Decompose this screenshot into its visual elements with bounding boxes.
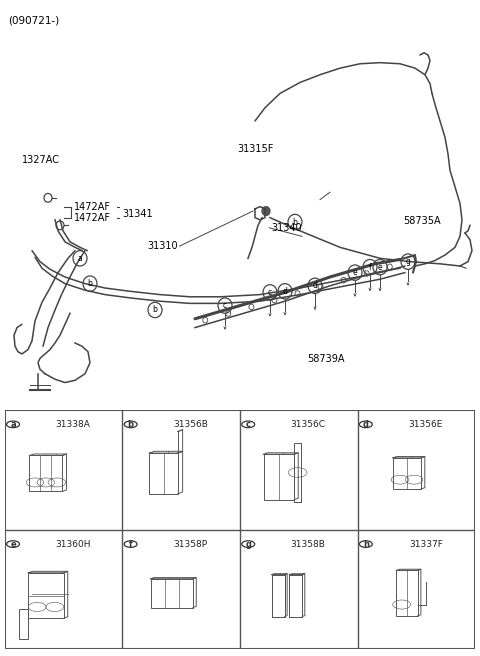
Text: b: b (87, 279, 93, 288)
Bar (393, 458, 421, 489)
Text: f: f (129, 540, 132, 548)
Text: a: a (10, 420, 16, 429)
Text: 31360H: 31360H (55, 540, 91, 548)
Text: 31337F: 31337F (409, 540, 443, 548)
Bar (28, 573, 63, 619)
Text: 31340: 31340 (271, 223, 302, 233)
Text: 31338A: 31338A (56, 420, 90, 429)
Text: g: g (245, 540, 251, 548)
Text: f: f (369, 262, 372, 272)
Text: 31356E: 31356E (408, 420, 443, 429)
Text: e: e (10, 540, 16, 548)
Text: 58739A: 58739A (307, 354, 345, 364)
Text: c: c (268, 288, 272, 297)
Text: 1472AF: 1472AF (74, 213, 111, 222)
Text: e: e (353, 268, 357, 277)
Bar (19, 609, 28, 639)
Text: (090721-): (090721-) (8, 15, 59, 26)
Bar (149, 453, 178, 494)
Bar (396, 571, 418, 616)
Text: 1327AC: 1327AC (22, 155, 60, 165)
Text: 31341: 31341 (122, 209, 153, 218)
Text: 1472AF: 1472AF (74, 203, 111, 213)
Text: a: a (78, 254, 83, 263)
Text: b: b (293, 218, 298, 226)
Text: 31356C: 31356C (291, 420, 326, 429)
Circle shape (262, 207, 270, 215)
Text: c: c (246, 420, 251, 429)
Bar (272, 575, 285, 617)
Text: h: h (363, 540, 369, 548)
Text: b: b (128, 420, 133, 429)
Text: e: e (378, 262, 382, 272)
Text: 31358B: 31358B (291, 540, 325, 548)
Text: 31315F: 31315F (238, 144, 274, 154)
Text: c: c (223, 301, 227, 310)
Text: 31358P: 31358P (174, 540, 208, 548)
Bar (289, 575, 302, 617)
Text: g: g (406, 257, 410, 266)
Bar (294, 443, 301, 502)
Text: 31310: 31310 (147, 241, 178, 251)
Text: 31356B: 31356B (173, 420, 208, 429)
Bar (151, 579, 193, 607)
Text: d: d (312, 281, 317, 291)
Text: d: d (283, 287, 288, 296)
Text: d: d (363, 420, 369, 429)
Bar (29, 455, 62, 491)
Text: 58735A: 58735A (403, 216, 441, 226)
Bar (264, 455, 294, 500)
Text: b: b (153, 306, 157, 314)
